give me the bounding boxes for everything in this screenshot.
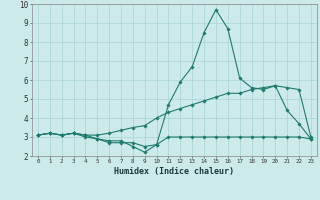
X-axis label: Humidex (Indice chaleur): Humidex (Indice chaleur) [115, 167, 234, 176]
